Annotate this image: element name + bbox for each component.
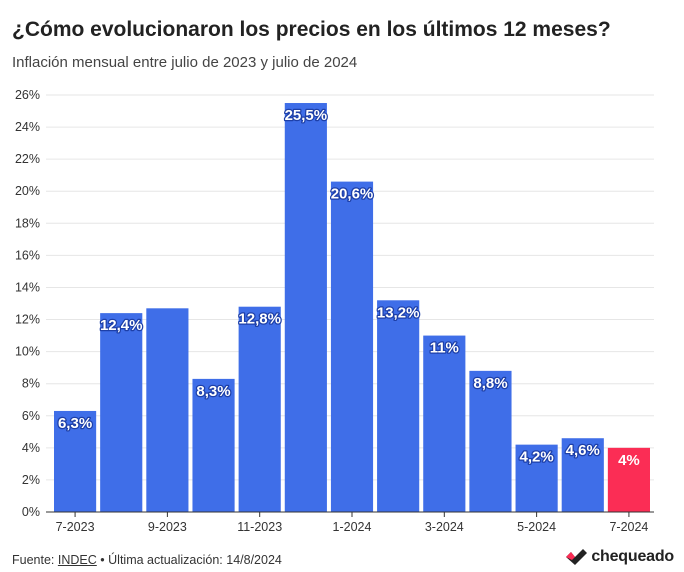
data-label: 8,3% bbox=[196, 383, 230, 400]
data-label: 20,6% bbox=[331, 186, 374, 203]
bar bbox=[330, 181, 374, 512]
source-link[interactable]: INDEC bbox=[57, 553, 97, 567]
bar bbox=[238, 306, 281, 512]
data-label: 6,3% bbox=[58, 415, 92, 432]
data-label: 11% bbox=[430, 340, 459, 357]
source-label: Fuente: bbox=[12, 553, 55, 567]
data-label: 25,5% bbox=[285, 107, 328, 124]
y-tick-label: 22% bbox=[15, 152, 40, 166]
chart-footer: Fuente: INDEC • Última actualización: 14… bbox=[12, 553, 282, 567]
data-label: 12,8% bbox=[238, 311, 281, 328]
bar bbox=[284, 103, 327, 513]
bar bbox=[146, 308, 189, 512]
y-tick-label: 4% bbox=[22, 441, 40, 455]
bar bbox=[192, 378, 235, 512]
chart-title: ¿Cómo evolucionaron los precios en los ú… bbox=[12, 18, 611, 41]
chequeado-logo-icon bbox=[566, 549, 588, 565]
y-tick-label: 24% bbox=[15, 120, 40, 134]
y-tick-label: 6% bbox=[22, 409, 40, 423]
data-label: 4,2% bbox=[520, 449, 554, 466]
bar bbox=[54, 410, 97, 512]
data-label: 4,6% bbox=[566, 442, 600, 459]
logo-text: chequeado bbox=[591, 548, 674, 565]
y-tick-label: 0% bbox=[22, 505, 40, 519]
x-tick-label: 3-2024 bbox=[425, 520, 464, 534]
bar bbox=[607, 447, 650, 512]
x-tick-label: 1-2024 bbox=[333, 520, 372, 534]
last-updated: Última actualización: 14/8/2024 bbox=[108, 553, 282, 567]
data-label: 8,8% bbox=[473, 375, 507, 392]
bar bbox=[423, 335, 466, 512]
y-tick-label: 20% bbox=[15, 184, 40, 198]
data-label: 12,4% bbox=[100, 317, 143, 334]
bar bbox=[515, 444, 558, 512]
y-tick-label: 2% bbox=[22, 473, 40, 487]
x-tick-label: 11-2023 bbox=[237, 520, 282, 534]
y-tick-label: 16% bbox=[15, 248, 40, 262]
inflation-bar-chart: 0% 2% 4% 6% 8% 10% 12% 14% 16% 18% 20% 22% 24% 26% 7-2… bbox=[15, 88, 654, 534]
data-label: 4% bbox=[618, 452, 640, 469]
y-tick-label: 10% bbox=[15, 345, 40, 359]
bar bbox=[377, 300, 420, 512]
x-tick-label: 7-2023 bbox=[56, 520, 95, 534]
x-tick-label: 9-2023 bbox=[148, 520, 187, 534]
y-tick-label: 12% bbox=[15, 313, 40, 327]
x-tick-label: 7-2024 bbox=[609, 520, 648, 534]
y-tick-label: 26% bbox=[15, 88, 40, 102]
y-tick-label: 8% bbox=[22, 377, 40, 391]
bar bbox=[469, 370, 512, 512]
data-label: 13,2% bbox=[377, 304, 420, 321]
bar bbox=[561, 438, 604, 512]
chart-subtitle: Inflación mensual entre julio de 2023 y … bbox=[12, 54, 358, 71]
chequeado-logo: chequeado bbox=[564, 548, 674, 566]
bar bbox=[100, 313, 143, 512]
y-tick-label: 18% bbox=[15, 216, 40, 230]
y-tick-label: 14% bbox=[15, 280, 40, 294]
x-tick-label: 5-2024 bbox=[517, 520, 556, 534]
footer-separator: • bbox=[100, 553, 105, 567]
